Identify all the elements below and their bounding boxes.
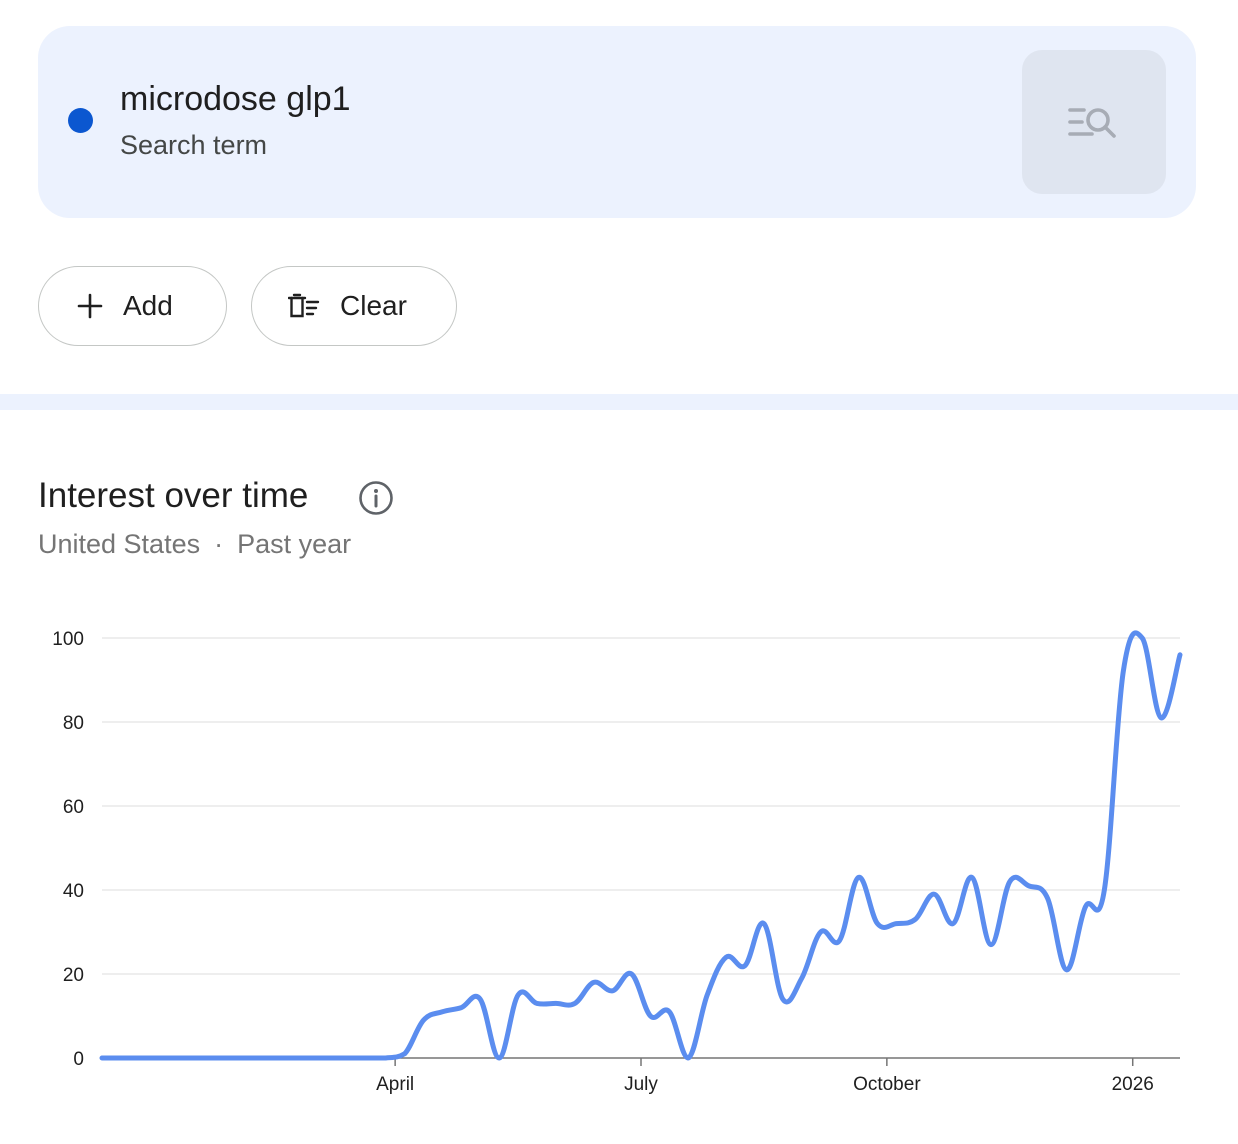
clear-button[interactable]: Clear	[251, 266, 457, 346]
search-term-name: microdose glp1	[120, 80, 351, 118]
separator: ·	[214, 529, 224, 559]
x-tick-label: April	[376, 1074, 414, 1095]
clear-list-icon	[288, 293, 320, 319]
y-tick-label: 20	[63, 965, 84, 986]
section-divider	[0, 394, 1238, 410]
plus-icon	[77, 293, 103, 319]
add-button[interactable]: Add	[38, 266, 227, 346]
x-tick-label: 2026	[1112, 1074, 1154, 1095]
info-icon[interactable]	[358, 480, 394, 516]
list-search-icon	[1068, 108, 1116, 138]
search-term-type: Search term	[120, 130, 268, 160]
subtitle: United States · Past year	[38, 529, 351, 560]
x-tick-label: October	[853, 1074, 921, 1095]
refine-search-button[interactable]	[1022, 50, 1166, 194]
y-tick-label: 100	[52, 629, 84, 650]
section-title: Interest over time	[38, 476, 309, 515]
interest-chart[interactable]: 0 20 40 60 80 100 April July October 2026	[0, 600, 1238, 1110]
y-tick-label: 0	[73, 1049, 84, 1070]
series-color-dot	[68, 108, 93, 133]
x-tick-label: July	[624, 1074, 658, 1095]
period-label: Past year	[237, 529, 352, 559]
series-line[interactable]	[99, 630, 1183, 1061]
y-tick-label: 80	[63, 713, 84, 734]
y-tick-label: 60	[63, 797, 84, 818]
add-label: Add	[123, 290, 173, 321]
region-label: United States	[38, 529, 201, 559]
clear-label: Clear	[340, 290, 407, 321]
y-tick-label: 40	[63, 881, 84, 902]
search-term-card[interactable]: microdose glp1 Search term	[38, 26, 1196, 218]
